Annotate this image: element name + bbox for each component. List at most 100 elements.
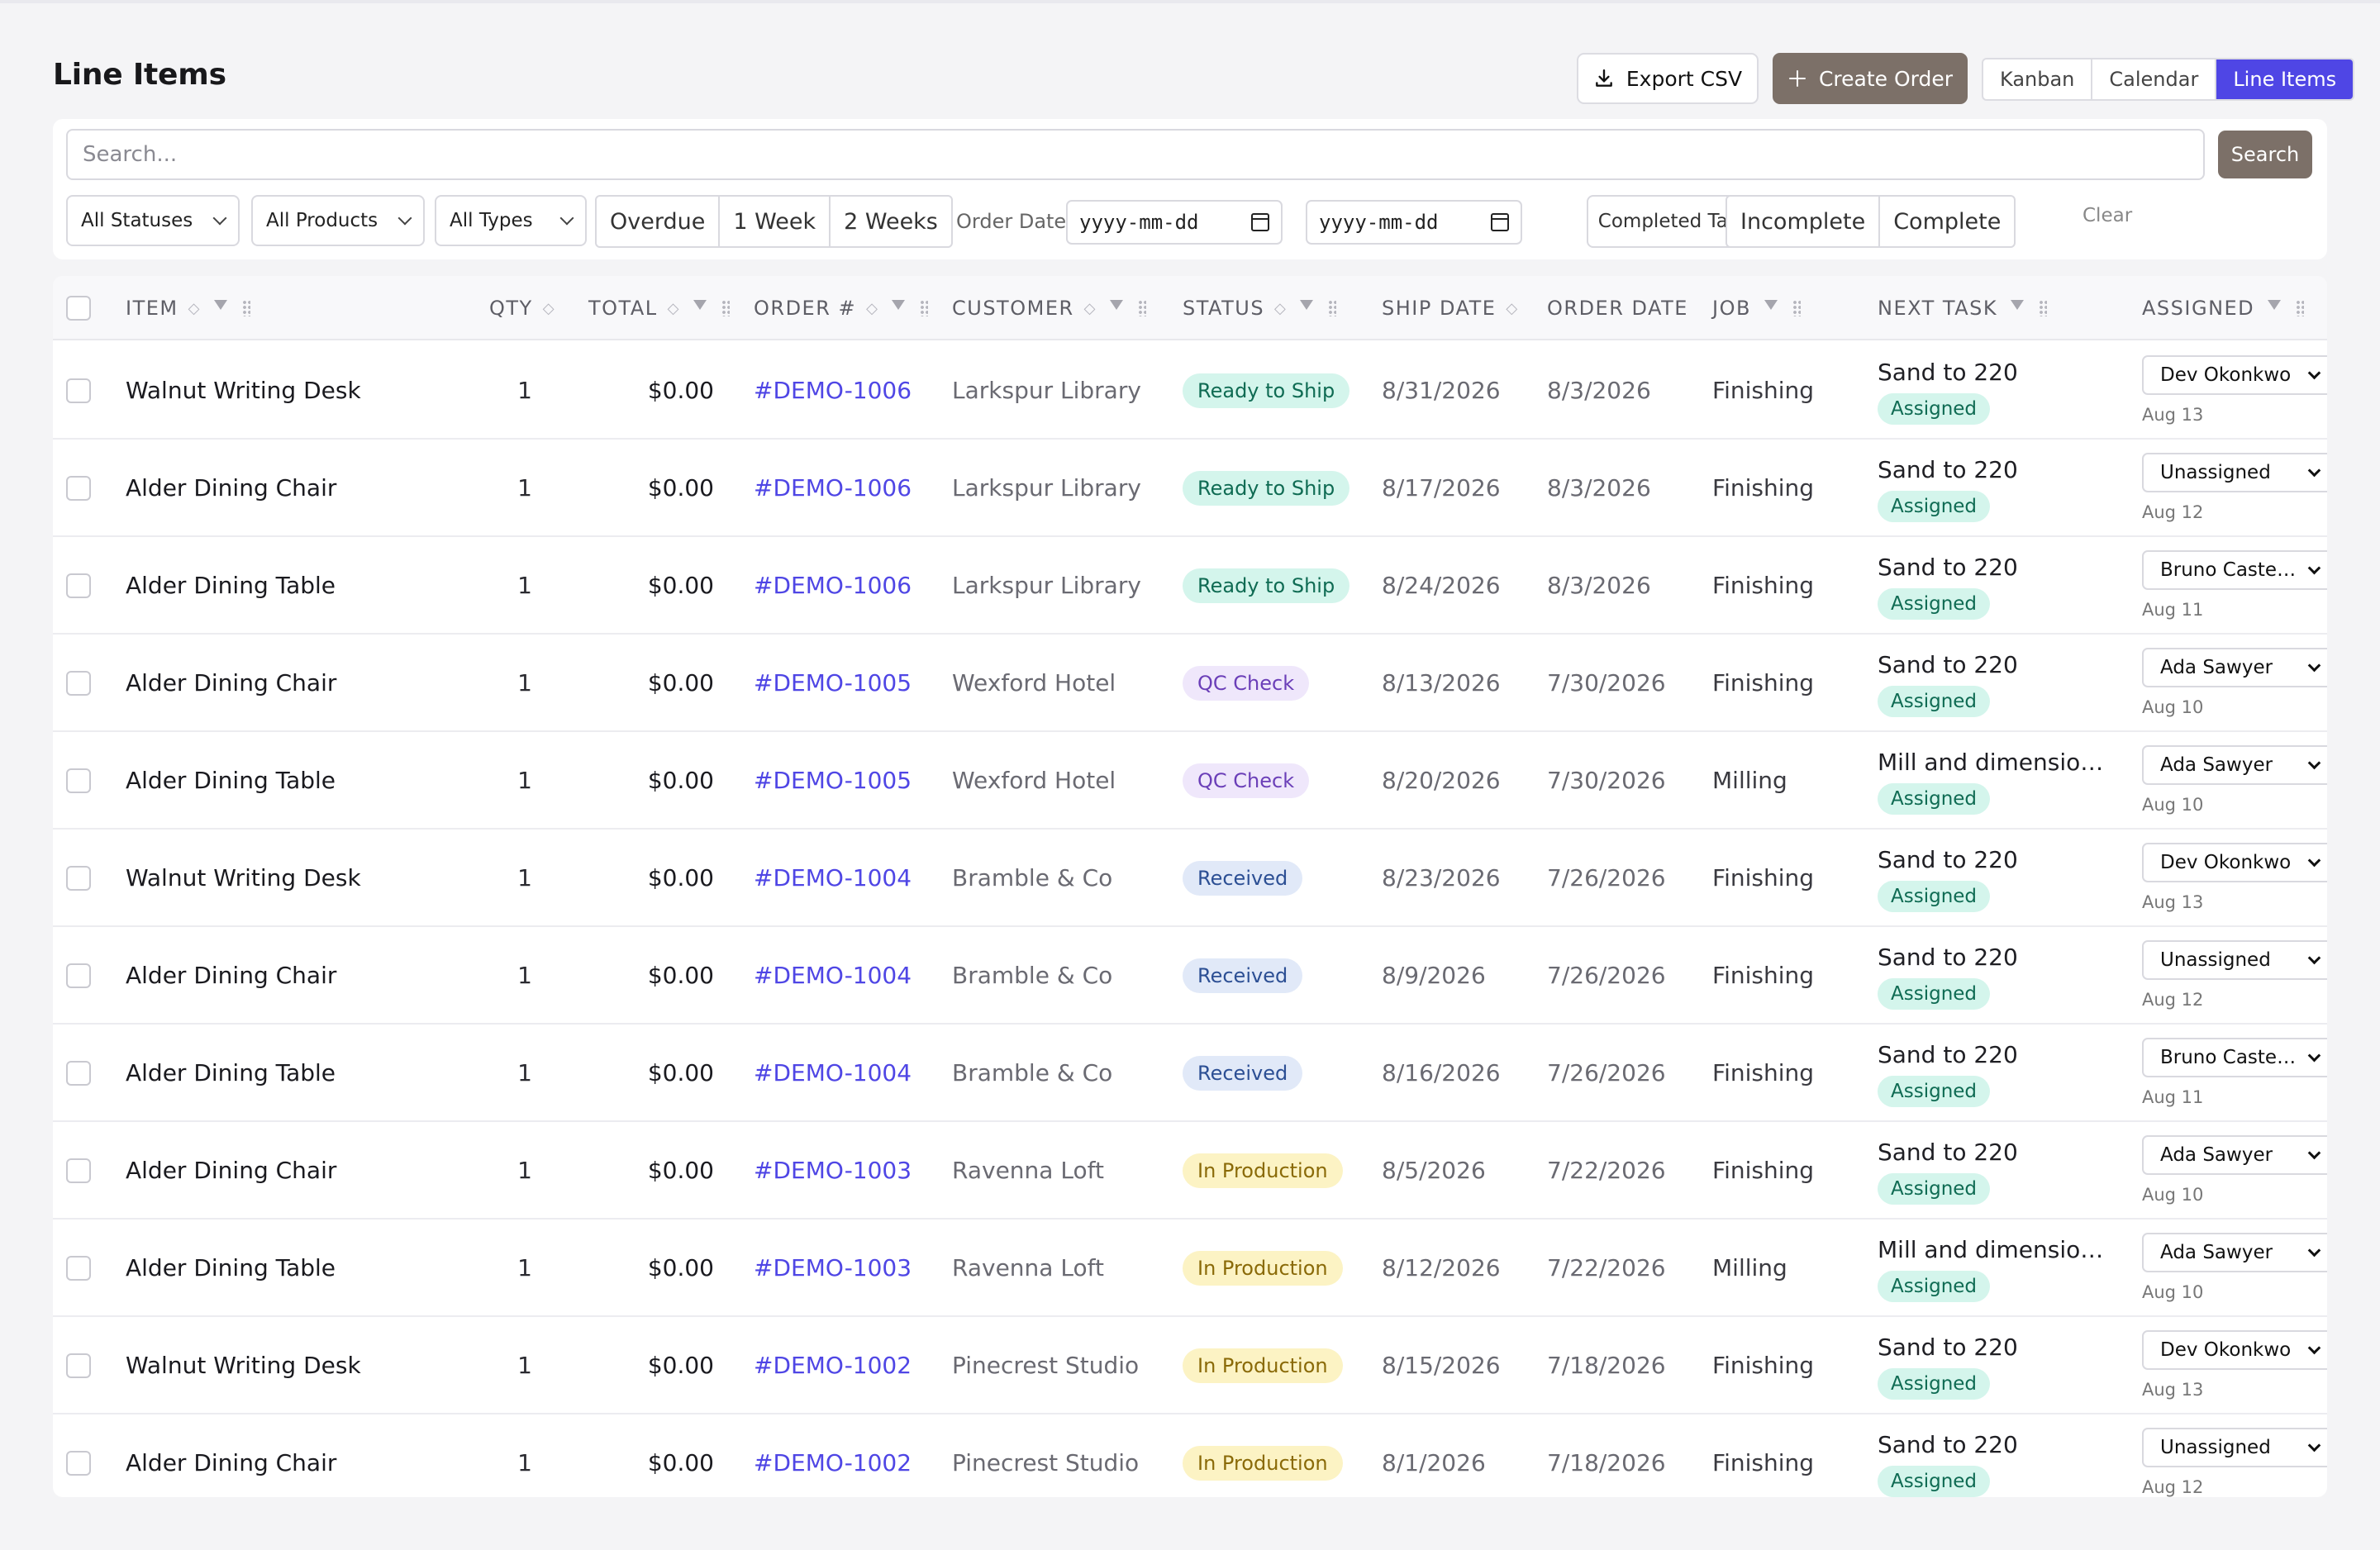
- drag-handle-icon[interactable]: [1328, 300, 1337, 316]
- table-row[interactable]: Alder Dining Chair 1 $0.00 #DEMO-1003 Ravenn…: [53, 1122, 2327, 1220]
- order-link[interactable]: #DEMO-1003: [754, 1254, 912, 1281]
- col-customer[interactable]: CUSTOMER ◇: [952, 276, 1146, 340]
- export-csv-button[interactable]: Export CSV: [1577, 53, 1759, 104]
- row-checkbox[interactable]: [66, 1451, 91, 1476]
- row-checkbox[interactable]: [66, 476, 91, 501]
- completion-incomplete[interactable]: Incomplete: [1727, 197, 1881, 246]
- row-checkbox[interactable]: [66, 378, 91, 403]
- row-checkbox[interactable]: [66, 1256, 91, 1281]
- table-row[interactable]: Alder Dining Chair 1 $0.00 #DEMO-1006 Larksp…: [53, 440, 2327, 537]
- type-filter-dropdown[interactable]: All Types: [435, 195, 587, 246]
- assignee-select[interactable]: Unassigned: [2142, 1428, 2327, 1467]
- assignee-select[interactable]: Dev Okonkwo: [2142, 355, 2327, 395]
- assignee-select[interactable]: Ada Sawyer: [2142, 745, 2327, 785]
- drag-handle-icon[interactable]: [2296, 300, 2305, 316]
- drag-handle-icon[interactable]: [721, 300, 730, 316]
- filter-icon[interactable]: [2011, 300, 2025, 310]
- drag-handle-icon[interactable]: [1792, 300, 1801, 316]
- order-date-from[interactable]: yyyy-mm-dd: [1066, 200, 1283, 245]
- table-row[interactable]: Walnut Writing Desk 1 $0.00 #DEMO-1002 Pinec…: [53, 1317, 2327, 1414]
- view-calendar[interactable]: Calendar: [2092, 59, 2217, 99]
- filter-icon[interactable]: [1300, 300, 1314, 310]
- range-1-week[interactable]: 1 Week: [720, 197, 831, 246]
- sort-icon[interactable]: ◇: [1083, 299, 1097, 317]
- table-row[interactable]: Walnut Writing Desk 1 $0.00 #DEMO-1004 Bramb…: [53, 830, 2327, 927]
- drag-handle-icon[interactable]: [2039, 300, 2048, 316]
- order-link[interactable]: #DEMO-1004: [754, 864, 912, 891]
- order-link[interactable]: #DEMO-1004: [754, 1059, 912, 1086]
- range-2-weeks[interactable]: 2 Weeks: [844, 208, 938, 235]
- status-filter-dropdown[interactable]: All Statuses: [66, 195, 240, 246]
- product-filter-dropdown[interactable]: All Products: [251, 195, 425, 246]
- range-overdue[interactable]: Overdue: [597, 197, 721, 246]
- table-row[interactable]: Alder Dining Chair 1 $0.00 #DEMO-1005 Wexfor…: [53, 635, 2327, 732]
- assignee-select[interactable]: Bruno Castell...: [2142, 550, 2327, 590]
- filter-icon[interactable]: [892, 300, 906, 310]
- order-link[interactable]: #DEMO-1002: [754, 1352, 912, 1379]
- drag-handle-icon[interactable]: [1138, 300, 1146, 316]
- completion-complete[interactable]: Complete: [1893, 208, 2002, 235]
- row-checkbox[interactable]: [66, 671, 91, 696]
- col-assigned[interactable]: ASSIGNED: [2142, 276, 2305, 340]
- filter-icon[interactable]: [1764, 300, 1778, 310]
- order-link[interactable]: #DEMO-1002: [754, 1449, 912, 1476]
- order-link[interactable]: #DEMO-1006: [754, 572, 912, 599]
- order-link[interactable]: #DEMO-1006: [754, 474, 912, 502]
- sort-icon[interactable]: ◇: [188, 299, 201, 317]
- assignee-select[interactable]: Ada Sawyer: [2142, 1233, 2327, 1272]
- col-qty[interactable]: QTY ◇: [489, 276, 555, 340]
- view-kanban[interactable]: Kanban: [1983, 59, 2093, 99]
- filter-icon[interactable]: [1110, 300, 1123, 310]
- assignee-select[interactable]: Ada Sawyer: [2142, 648, 2327, 687]
- search-button[interactable]: Search: [2218, 131, 2312, 178]
- view-line-items[interactable]: Line Items: [2216, 59, 2354, 99]
- filter-icon[interactable]: [213, 300, 227, 310]
- sort-icon[interactable]: ◇: [667, 299, 680, 317]
- table-row[interactable]: Alder Dining Table 1 $0.00 #DEMO-1005 Wexfor…: [53, 732, 2327, 830]
- table-row[interactable]: Alder Dining Table 1 $0.00 #DEMO-1003 Ravenn…: [53, 1220, 2327, 1317]
- table-row[interactable]: Alder Dining Chair 1 $0.00 #DEMO-1004 Brambl…: [53, 927, 2327, 1025]
- sort-icon[interactable]: ◇: [1274, 299, 1288, 317]
- filter-icon[interactable]: [693, 300, 707, 310]
- sort-icon[interactable]: ◇: [1506, 299, 1519, 317]
- select-all-checkbox[interactable]: [66, 296, 91, 321]
- row-checkbox[interactable]: [66, 1158, 91, 1183]
- assignee-select[interactable]: Unassigned: [2142, 453, 2327, 492]
- row-checkbox[interactable]: [66, 1061, 91, 1086]
- row-checkbox[interactable]: [66, 866, 91, 891]
- order-date-to[interactable]: yyyy-mm-dd: [1306, 200, 1522, 245]
- sort-icon[interactable]: ◇: [866, 299, 879, 317]
- assignee-select[interactable]: Dev Okonkwo: [2142, 843, 2327, 882]
- table-row[interactable]: Alder Dining Table 1 $0.00 #DEMO-1006 Larksp…: [53, 537, 2327, 635]
- col-total[interactable]: TOTAL ◇: [588, 276, 730, 340]
- table-row[interactable]: Alder Dining Table 1 $0.00 #DEMO-1004 Brambl…: [53, 1025, 2327, 1122]
- col-ship-date[interactable]: SHIP DATE ◇: [1382, 276, 1519, 340]
- assignee-select[interactable]: Dev Okonkwo: [2142, 1330, 2327, 1370]
- drag-handle-icon[interactable]: [241, 300, 250, 316]
- table-row[interactable]: Alder Dining Chair 1 $0.00 #DEMO-1002 Pinecr…: [53, 1414, 2327, 1497]
- order-link[interactable]: #DEMO-1005: [754, 669, 912, 697]
- order-link[interactable]: #DEMO-1005: [754, 767, 912, 794]
- sort-icon[interactable]: ◇: [542, 299, 556, 317]
- row-checkbox[interactable]: [66, 1353, 91, 1378]
- row-checkbox[interactable]: [66, 768, 91, 793]
- calendar-icon[interactable]: [1251, 213, 1269, 231]
- drag-handle-icon[interactable]: [920, 300, 929, 316]
- assignee-select[interactable]: Unassigned: [2142, 940, 2327, 980]
- col-order[interactable]: ORDER # ◇: [754, 276, 929, 340]
- row-checkbox[interactable]: [66, 963, 91, 988]
- col-item[interactable]: ITEM ◇: [126, 276, 250, 340]
- col-job[interactable]: JOB: [1712, 276, 1801, 340]
- order-link[interactable]: #DEMO-1006: [754, 377, 912, 404]
- clear-filters-link[interactable]: Clear: [2082, 205, 2133, 226]
- assignee-select[interactable]: Bruno Castell...: [2142, 1038, 2327, 1077]
- row-checkbox[interactable]: [66, 573, 91, 598]
- calendar-icon[interactable]: [1491, 213, 1509, 231]
- col-next-task[interactable]: NEXT TASK: [1878, 276, 2048, 340]
- search-input[interactable]: [66, 129, 2205, 180]
- order-link[interactable]: #DEMO-1003: [754, 1157, 912, 1184]
- create-order-button[interactable]: Create Order: [1773, 53, 1968, 104]
- col-order-date[interactable]: ORDER DATE: [1547, 276, 1688, 340]
- assignee-select[interactable]: Ada Sawyer: [2142, 1135, 2327, 1175]
- table-row[interactable]: Walnut Writing Desk 1 $0.00 #DEMO-1006 Larks…: [53, 342, 2327, 440]
